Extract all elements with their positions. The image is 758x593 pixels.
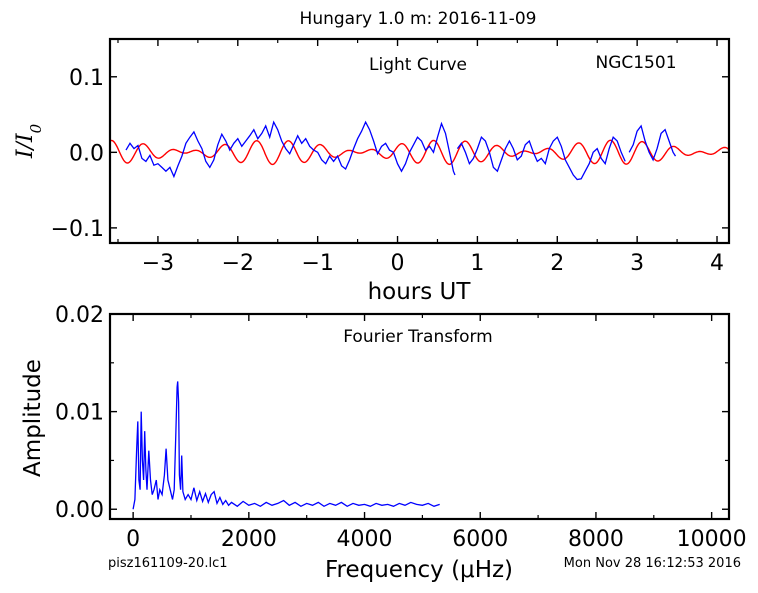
footer-right: Mon Nov 28 16:12:53 2016: [564, 556, 741, 571]
fourier-transform-xlabel: Frequency (μHz): [325, 557, 513, 583]
light-curve-ytick-label: 0.0: [69, 141, 104, 166]
light-curve-annotation: Light Curve: [369, 55, 467, 75]
fourier-transform-xtick-label: 0: [126, 527, 140, 552]
light-curve-data-line-1: [125, 120, 456, 179]
light-curve-model-line: [110, 139, 729, 166]
light-curve-xlabel: hours UT: [368, 279, 472, 305]
light-curve-xtick-label: 3: [630, 251, 644, 276]
fourier-transform-annotation: Fourier Transform: [343, 327, 492, 347]
fourier-transform-xtick-label: 2000: [221, 527, 277, 552]
fourier-transform-xtick-label: 10000: [677, 527, 747, 552]
light-curve-xtick-label: 4: [710, 251, 724, 276]
figure-title: Hungary 1.0 m: 2016-11-09: [300, 9, 537, 29]
fourier-transform-xtick-label: 4000: [337, 527, 393, 552]
light-curve-xtick-label: 0: [391, 251, 405, 276]
light-curve-xtick-label: −3: [142, 251, 174, 276]
light-curve-axis-ticks: −3 −2 −1 0 1 2 3 4 −0.1 0.0 0.1: [51, 39, 729, 276]
fourier-transform-ytick-label: 0.01: [55, 401, 104, 426]
light-curve-xtick-label: 1: [470, 251, 484, 276]
light-curve-ytick-label: −0.1: [51, 217, 104, 242]
light-curve-data-line-2: [456, 136, 626, 181]
fourier-transform-ytick-label: 0.00: [55, 498, 104, 523]
light-curve-frame: [108, 37, 731, 245]
fourier-transform-ytick-label: 0.02: [55, 303, 104, 328]
fourier-transform-ylabel: Amplitude: [20, 359, 46, 477]
fourier-transform-axis-ticks: 0 2000 4000 6000 8000 10000 0.00 0.01 0.02: [55, 303, 747, 552]
fourier-transform-frame: [108, 312, 731, 521]
fourier-transform-xtick-label: 6000: [452, 527, 508, 552]
light-curve-marks: [110, 120, 729, 181]
light-curve-data-line-3: [628, 124, 677, 162]
footer-left: pisz161109-20.lc1: [108, 556, 227, 571]
light-curve-xtick-label: −1: [301, 251, 333, 276]
light-curve-ylabel: I/I0: [13, 123, 45, 159]
light-curve-ytick-label: 0.1: [69, 66, 104, 91]
fourier-transform-xtick-label: 8000: [568, 527, 624, 552]
object-label: NGC1501: [595, 53, 676, 73]
fourier-transform-marks: [132, 381, 440, 510]
light-curve-panel: −3 −2 −1 0 1 2 3 4 −0.1 0.0 0.1 Light Curve NGC150…: [13, 37, 731, 305]
fourier-transform-line: [132, 381, 440, 510]
fourier-transform-panel: 0 2000 4000 6000 8000 10000 0.00 0.01 0.02 Fouri…: [20, 303, 747, 583]
light-curve-xtick-label: −2: [222, 251, 254, 276]
light-curve-xtick-label: 2: [550, 251, 564, 276]
